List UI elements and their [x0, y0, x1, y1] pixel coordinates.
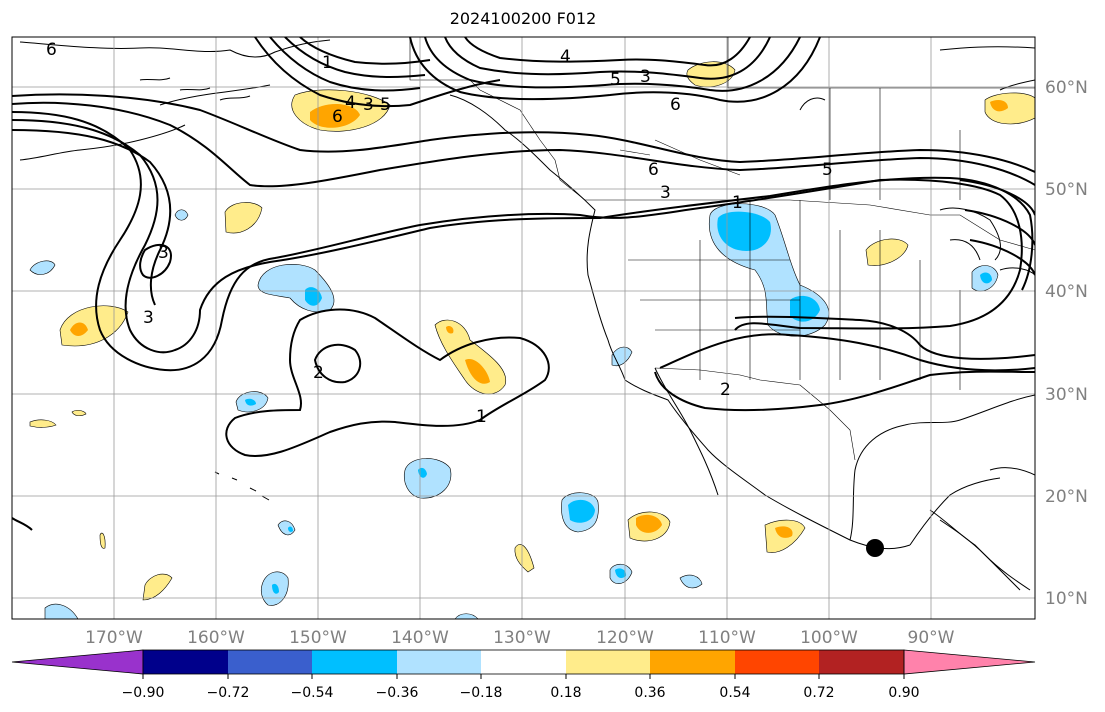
contour-label: 2 — [313, 363, 324, 383]
contour-label: 6 — [648, 160, 659, 180]
colorbar-tick-label: 0.36 — [634, 685, 665, 701]
contour-label: 3 — [143, 308, 154, 328]
political-borders — [409, 37, 1035, 461]
colorbar-segment — [312, 650, 397, 674]
colorbar-segment — [397, 650, 481, 674]
colorbar-segment — [228, 650, 312, 674]
colorbar — [11, 649, 1036, 679]
colorbar-tick-label: −0.72 — [207, 685, 250, 701]
shaded-anomaly-areas — [29, 61, 1035, 619]
contour-label: 5 — [380, 95, 391, 115]
latitude-labels: 60°N 50°N 40°N 30°N 20°N 10°N — [1045, 78, 1088, 609]
contour-label: 3 — [158, 243, 169, 263]
lat-label: 50°N — [1045, 180, 1088, 200]
colorbar-tick-label: −0.90 — [122, 685, 165, 701]
colorbar-segment — [650, 650, 735, 674]
contour-label: 6 — [670, 95, 681, 115]
coastlines — [19, 39, 1035, 591]
contour-label: 2 — [720, 380, 731, 400]
contour-label: 3 — [363, 95, 374, 115]
contour-label: 5 — [822, 160, 833, 180]
colorbar-outline — [142, 649, 905, 675]
lon-label: 120°W — [596, 628, 654, 648]
contour-label: 4 — [345, 93, 356, 113]
contour-label: 6 — [332, 107, 343, 127]
lat-label: 60°N — [1045, 78, 1088, 98]
contour-labels: 6 1 4 5 3 6 6 4 3 6 5 5 3 1 3 3 2 1 2 — [46, 40, 833, 427]
colorbar-segment — [566, 650, 650, 674]
lon-label: 140°W — [391, 628, 449, 648]
colorbar-tick-label: 0.18 — [550, 685, 581, 701]
colorbar-extend-min — [11, 649, 144, 675]
map-frame — [11, 36, 1036, 620]
contour-label: 5 — [610, 70, 621, 90]
colorbar-segment — [143, 650, 228, 674]
lon-label: 160°W — [187, 628, 245, 648]
contour-label: 1 — [732, 193, 743, 213]
lon-label: 130°W — [493, 628, 551, 648]
colorbar-tick-label: 0.90 — [888, 685, 919, 701]
lat-label: 20°N — [1045, 487, 1088, 507]
lon-label: 170°W — [85, 628, 143, 648]
contour-label: 1 — [476, 407, 487, 427]
contour-label: 1 — [322, 53, 333, 73]
lat-label: 40°N — [1045, 282, 1088, 302]
colorbar-segment — [735, 650, 819, 674]
lon-label: 150°W — [289, 628, 347, 648]
lat-label: 30°N — [1045, 385, 1088, 405]
height-contours — [12, 37, 1035, 531]
lon-label: 110°W — [698, 628, 756, 648]
longitude-labels: 170°W 160°W 150°W 140°W 130°W 120°W 110°… — [85, 628, 955, 648]
colorbar-tick-label: −0.36 — [376, 685, 419, 701]
contour-label: 3 — [660, 183, 671, 203]
contour-label: 3 — [640, 67, 651, 87]
colorbar-tick-labels: −0.90 −0.72 −0.54 −0.36 −0.18 0.18 0.36 … — [122, 685, 920, 701]
colorbar-tick-label: 0.54 — [719, 685, 750, 701]
colorbar-segment — [819, 650, 904, 674]
colorbar-tick-label: −0.18 — [460, 685, 503, 701]
colorbar-tick-label: −0.54 — [291, 685, 334, 701]
colorbar-extend-max — [903, 649, 1036, 675]
colorbar-tick-label: 0.72 — [803, 685, 834, 701]
contour-label: 6 — [46, 40, 57, 60]
map-title: 2024100200 F012 — [449, 9, 597, 28]
location-marker — [866, 539, 884, 557]
colorbar-segment — [481, 650, 566, 674]
lon-label: 90°W — [908, 628, 955, 648]
contour-label: 4 — [560, 47, 571, 67]
lat-label: 10°N — [1045, 589, 1088, 609]
lon-label: 100°W — [800, 628, 858, 648]
